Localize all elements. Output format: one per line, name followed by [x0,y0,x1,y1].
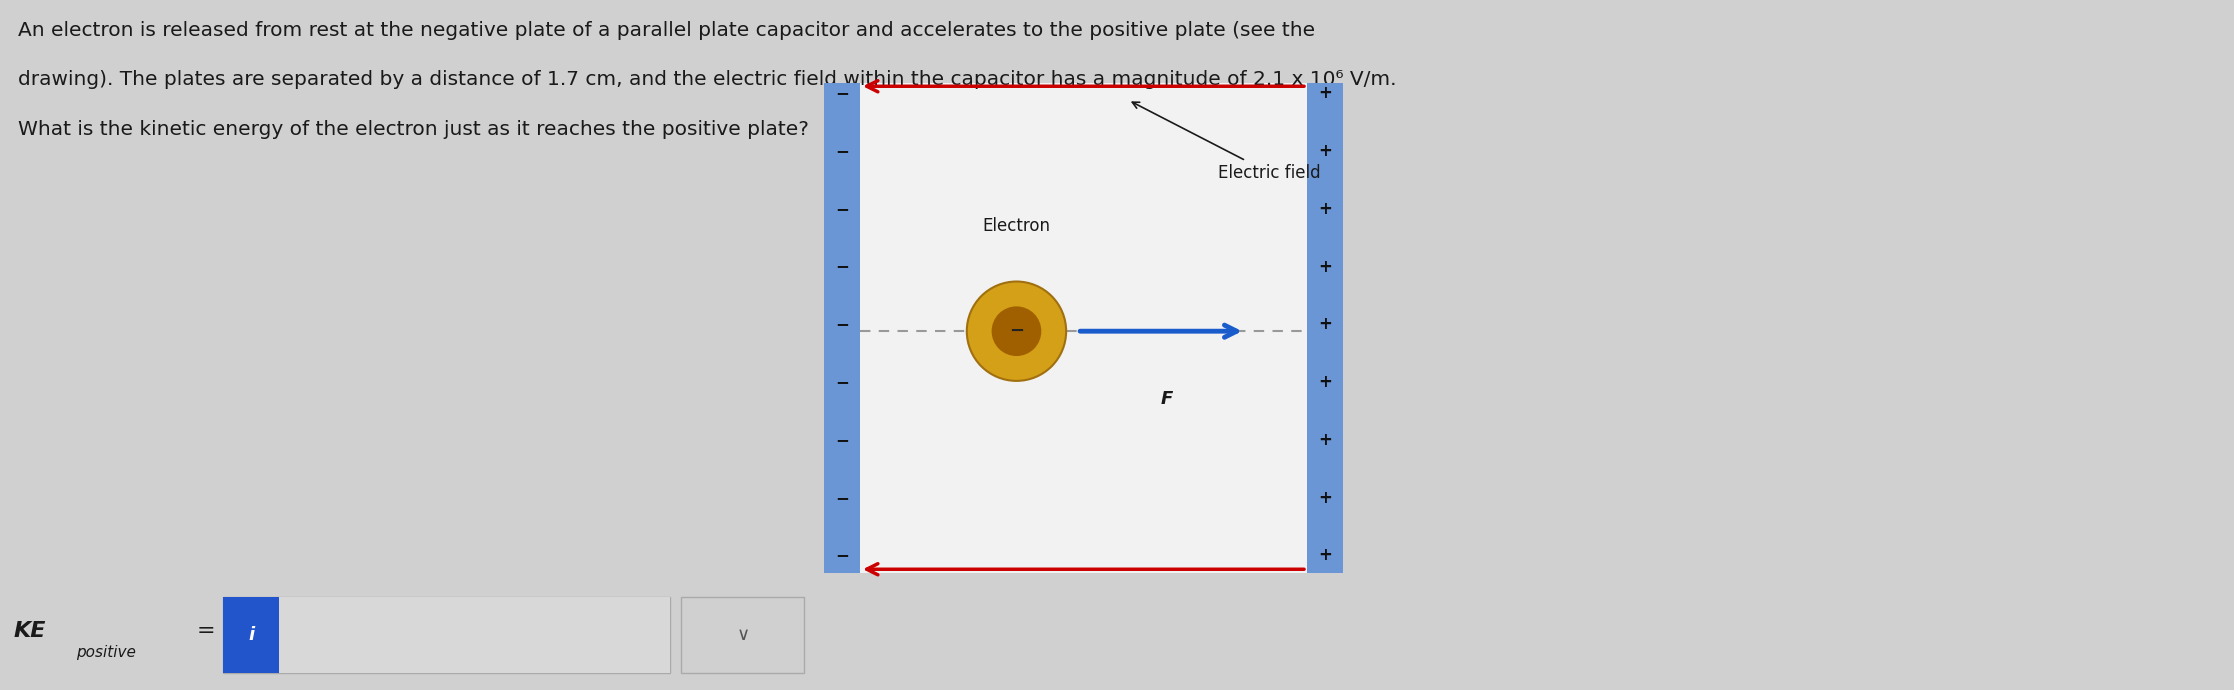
Ellipse shape [992,306,1041,356]
Text: F: F [1159,390,1173,408]
Text: −: − [836,373,849,391]
Bar [223,597,670,673]
Text: An electron is released from rest at the negative plate of a parallel plate capa: An electron is released from rest at the… [18,21,1316,40]
Text: +: + [1318,142,1331,160]
Text: −: − [836,546,849,564]
Text: +: + [1318,373,1331,391]
Text: drawing). The plates are separated by a distance of 1.7 cm, and the electric fie: drawing). The plates are separated by a … [18,70,1396,90]
Text: −: − [836,142,849,160]
Text: +: + [1318,546,1331,564]
Text: +: + [1318,84,1331,102]
Text: −: − [836,257,849,275]
Text: KE: KE [13,622,47,641]
Bar [1307,83,1343,573]
Text: −: − [836,199,849,218]
Text: +: + [1318,431,1331,449]
Text: +: + [1318,199,1331,218]
Text: =: = [197,622,214,641]
Text: +: + [1318,489,1331,506]
Text: −: − [836,489,849,506]
Bar [223,597,279,673]
Text: −: − [836,315,849,333]
Text: −: − [836,431,849,449]
Bar [824,83,860,573]
FancyBboxPatch shape [860,83,1307,573]
Text: Electric field: Electric field [1133,102,1320,181]
Text: What is the kinetic energy of the electron just as it reaches the positive plate: What is the kinetic energy of the electr… [18,120,809,139]
Text: i: i [248,626,255,644]
Bar [681,597,804,673]
Text: Electron: Electron [983,217,1050,235]
Text: positive: positive [76,644,136,660]
Text: −: − [836,84,849,102]
Ellipse shape [967,282,1066,381]
Text: −: − [1010,322,1023,340]
Text: +: + [1318,315,1331,333]
Text: +: + [1318,257,1331,275]
Text: ∨: ∨ [737,626,748,644]
Bar [279,597,670,673]
